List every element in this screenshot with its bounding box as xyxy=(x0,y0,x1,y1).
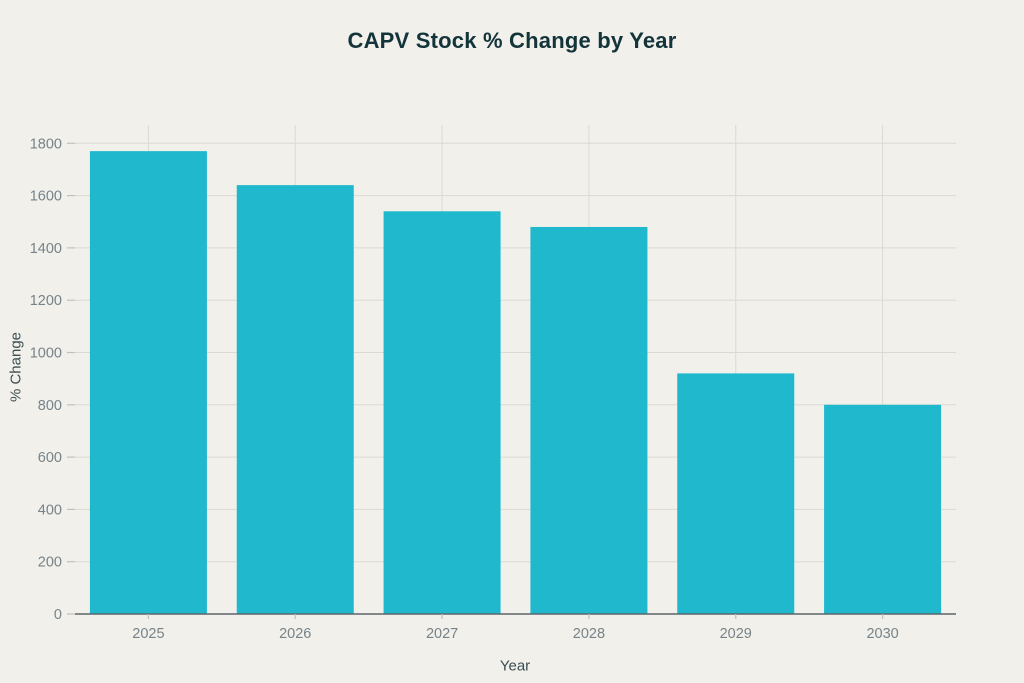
y-tick-label-1600: 1600 xyxy=(30,189,62,205)
bar-2028 xyxy=(530,226,648,615)
x-tick-label-2028: 2028 xyxy=(573,626,605,642)
bar-2027 xyxy=(383,211,501,615)
y-axis-title: % Change xyxy=(7,331,25,403)
y-tick-label-800: 800 xyxy=(38,398,62,414)
y-tick-label-200: 200 xyxy=(38,555,62,571)
y-tick-label-1800: 1800 xyxy=(30,136,62,152)
y-tick-label-400: 400 xyxy=(38,502,62,518)
chart-title: CAPV Stock % Change by Year xyxy=(347,28,677,53)
x-tick-label-2027: 2027 xyxy=(426,626,458,642)
y-tick-label-0: 0 xyxy=(54,607,62,623)
bar-2029 xyxy=(677,373,795,614)
x-axis-title: Year xyxy=(499,657,531,675)
x-tick-label-2025: 2025 xyxy=(132,626,164,642)
x-tick-label-2030: 2030 xyxy=(866,626,898,642)
bar-2025 xyxy=(89,151,207,614)
y-tick-label-1000: 1000 xyxy=(30,346,62,362)
x-tick-label-2026: 2026 xyxy=(279,626,311,642)
y-tick-label-1200: 1200 xyxy=(30,293,62,309)
y-tick-label-600: 600 xyxy=(38,450,62,466)
x-tick-label-2029: 2029 xyxy=(720,626,752,642)
y-tick-label-1400: 1400 xyxy=(30,241,62,257)
bar-2026 xyxy=(236,185,354,614)
bar-2030 xyxy=(824,404,942,614)
